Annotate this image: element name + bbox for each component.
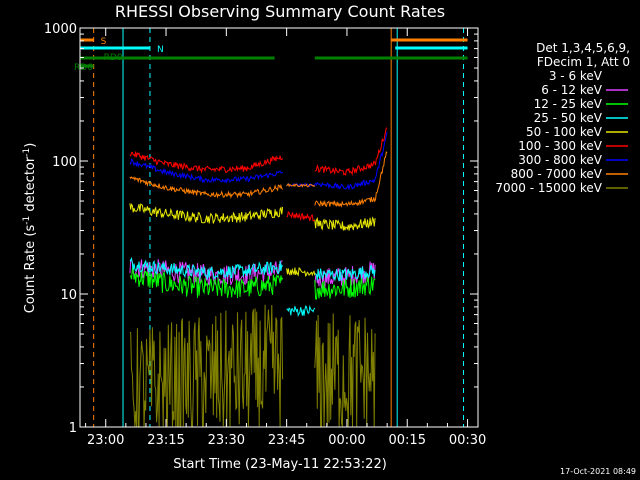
series-2-segment-0 bbox=[129, 266, 284, 299]
series-8-segment-1 bbox=[314, 313, 376, 427]
series-7-segment-0 bbox=[129, 176, 283, 199]
legend-label-0: 3 - 6 keV bbox=[549, 69, 603, 83]
legend-label-7: 800 - 7000 keV bbox=[511, 167, 603, 181]
flag-label-n: N bbox=[157, 45, 164, 55]
legend-header-1: FDecim 1, Att 0 bbox=[537, 55, 630, 69]
x-tick-label-5: 00:15 bbox=[389, 433, 426, 448]
series-8-segment-0 bbox=[129, 304, 284, 427]
series-6-segment-0 bbox=[129, 158, 283, 185]
flag-label-s: S bbox=[101, 37, 107, 47]
x-tick-label-4: 00:00 bbox=[328, 433, 365, 448]
legend: Det 1,3,4,5,6,9,FDecim 1, Att 03 - 6 keV… bbox=[495, 41, 630, 195]
y-tick-label-2: 100 bbox=[52, 155, 77, 170]
series-5-segment-2 bbox=[314, 127, 388, 176]
x-tick-label-1: 23:15 bbox=[147, 433, 184, 448]
series-4-segment-1 bbox=[286, 267, 316, 278]
series-7 bbox=[129, 151, 388, 208]
legend-label-3: 25 - 50 keV bbox=[534, 111, 603, 125]
legend-label-8: 7000 - 15000 keV bbox=[495, 181, 602, 195]
legend-label-5: 100 - 300 keV bbox=[518, 139, 602, 153]
timestamp: 17-Oct-2021 08:49 bbox=[560, 467, 636, 476]
plot-frame bbox=[79, 27, 479, 428]
x-tick-label-6: 00:30 bbox=[449, 433, 486, 448]
x-tick-label-2: 23:30 bbox=[208, 433, 245, 448]
series-8 bbox=[129, 304, 376, 427]
y-tick-label-1: 10 bbox=[60, 288, 77, 303]
series-4-segment-0 bbox=[129, 203, 284, 224]
series-4-segment-2 bbox=[314, 216, 376, 231]
legend-label-6: 300 - 800 keV bbox=[518, 153, 602, 167]
legend-header-0: Det 1,3,4,5,6,9, bbox=[536, 41, 630, 55]
y-tick-label-0: 1 bbox=[69, 421, 77, 436]
legend-label-2: 12 - 25 keV bbox=[534, 97, 603, 111]
series-5 bbox=[129, 127, 388, 222]
series-2-segment-1 bbox=[314, 276, 376, 300]
series-5-segment-0 bbox=[129, 151, 284, 174]
chart-title: RHESSI Observing Summary Count Rates bbox=[115, 2, 445, 21]
x-tick-label-0: 23:00 bbox=[87, 433, 124, 448]
series-3-segment-2 bbox=[314, 264, 376, 282]
series-2 bbox=[129, 266, 376, 300]
series-3 bbox=[129, 256, 376, 317]
series-3-segment-0 bbox=[129, 256, 284, 281]
flag-bars bbox=[80, 38, 468, 68]
x-axis-label: Start Time (23-May-11 22:53:22) bbox=[173, 457, 387, 472]
series-7-segment-1 bbox=[286, 182, 316, 188]
x-tick-label-3: 23:45 bbox=[268, 433, 305, 448]
series-3-segment-1 bbox=[286, 304, 316, 317]
series-4 bbox=[129, 203, 376, 278]
plot-area bbox=[80, 28, 468, 427]
series-7-segment-2 bbox=[314, 151, 388, 208]
series-5-segment-1 bbox=[286, 210, 315, 222]
series-6-segment-2 bbox=[314, 131, 388, 190]
legend-label-4: 50 - 100 keV bbox=[526, 125, 603, 139]
legend-label-1: 6 - 12 keV bbox=[541, 83, 603, 97]
y-tick-label-3: 1000 bbox=[44, 22, 77, 37]
y-axis-label: Count Rate (s-1 detector-1) bbox=[22, 143, 38, 314]
flag-label-rd0: RD0 bbox=[104, 53, 123, 63]
